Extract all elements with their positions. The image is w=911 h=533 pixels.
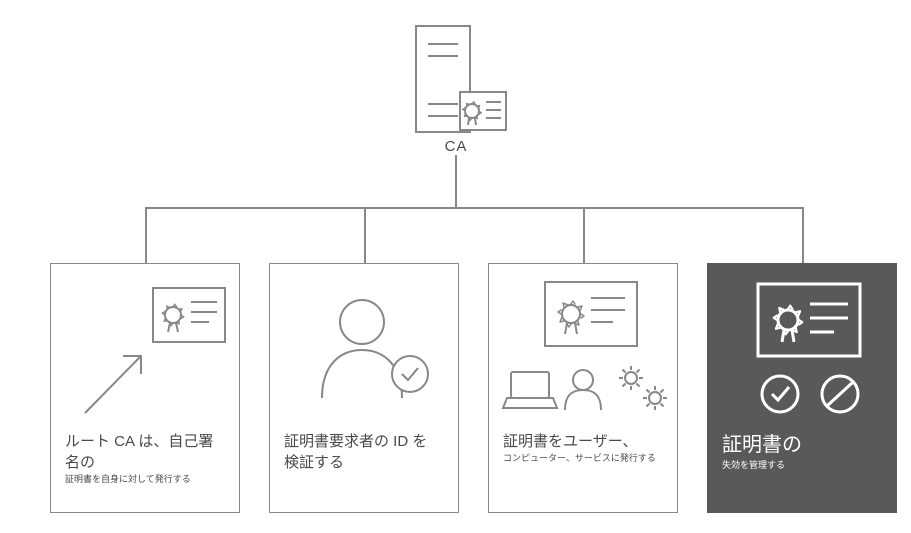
user-verified-icon	[284, 278, 454, 423]
root-ca-node: CA	[406, 26, 506, 155]
card-root-ca: ルート CA は、自己署名の 証明書を自身に対して発行する	[50, 263, 240, 513]
server-certificate-icon	[406, 26, 506, 134]
card-issue-certs: 証明書をユーザー、 コンピューター、サービスに発行する	[488, 263, 678, 513]
connector-drop-1	[145, 207, 147, 263]
card-subtitle: コンピューター、サービスに発行する	[503, 453, 665, 465]
diagram-canvas: CA	[0, 0, 911, 533]
card-subtitle: 証明書を自身に対して発行する	[65, 474, 227, 486]
card-title: 証明書要求者の ID を検証する	[284, 431, 446, 473]
connector-drop-4	[802, 207, 804, 263]
card-title: ルート CA は、自己署名の	[65, 431, 227, 473]
connector-trunk	[455, 155, 457, 207]
issue-targets-icon	[503, 278, 673, 423]
card-subtitle: 失効を管理する	[722, 460, 884, 472]
connector-drop-2	[364, 207, 366, 263]
card-verify-id: 証明書要求者の ID を検証する	[269, 263, 459, 513]
connector-bar	[145, 207, 802, 209]
root-ca-label: CA	[406, 138, 506, 155]
card-manage-revocation: 証明書の 失効を管理する	[707, 263, 897, 513]
card-title: 証明書をユーザー、	[503, 431, 665, 452]
revocation-icon	[722, 278, 892, 423]
connector-drop-3	[583, 207, 585, 263]
arrow-to-certificate-icon	[65, 278, 235, 423]
card-title: 証明書の	[722, 431, 884, 459]
